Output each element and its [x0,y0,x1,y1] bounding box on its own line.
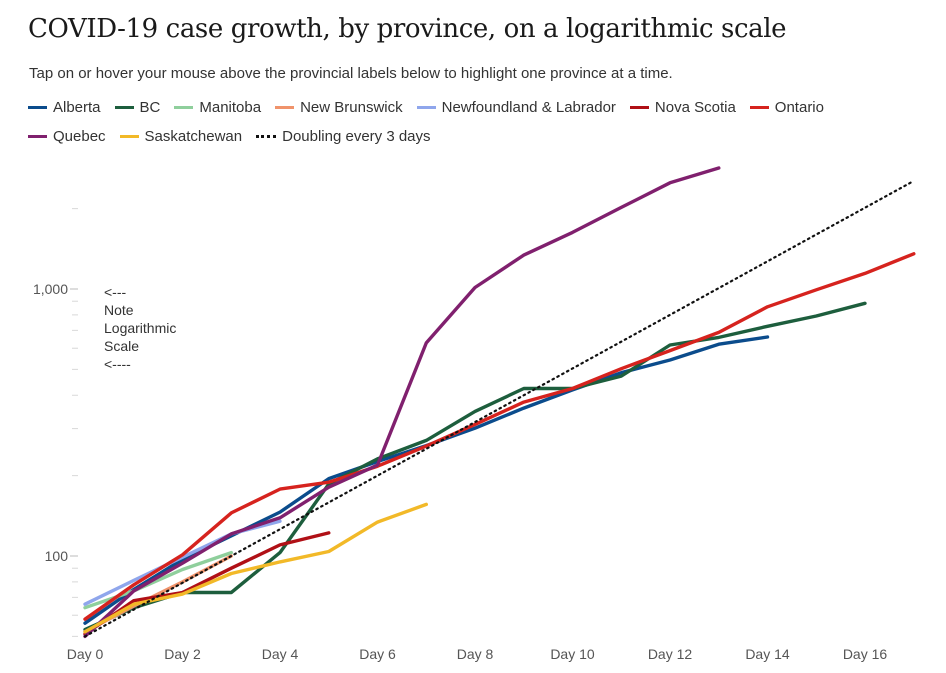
legend-swatch [256,135,277,138]
note-line-logarithmic: Logarithmic [104,320,177,336]
legend-swatch [28,106,47,109]
series-line-ontario [83,252,916,621]
log-scale-note: <--- Note Logarithmic Scale <---- [104,283,176,373]
chart-subtitle: Tap on or hover your mouse above the pro… [29,65,673,82]
x-tick-label: Day 8 [457,646,494,662]
note-arrow-bottom: <---- [104,356,131,372]
series-line-manitoba [83,550,234,610]
legend-label: Nova Scotia [654,99,736,116]
legend-swatch [629,106,649,109]
y-tick-label: 1,000 [33,281,68,297]
legend-label: Newfoundland & Labrador [441,99,616,116]
legend-item-saskatchewan[interactable]: Saskatchewan [119,126,243,147]
legend: Alberta BC Manitoba New Brunswick Newfoundla… [28,97,928,147]
legend-item-quebec[interactable]: Quebec [28,126,106,147]
legend-item-newfoundland-and-labrador[interactable]: Newfoundland & Labrador [416,97,616,118]
note-line-note: Note [104,302,134,318]
legend-item-alberta[interactable]: Alberta [28,97,101,118]
y-tick-label: 100 [45,548,69,564]
x-tick-label: Day 16 [843,646,888,662]
legend-label: Manitoba [199,99,262,116]
series-line-nova-scotia [83,531,331,636]
series-line-quebec [83,166,721,639]
legend-item-nova-scotia[interactable]: Nova Scotia [629,97,736,118]
legend-label: Ontario [774,99,824,116]
legend-swatch [174,106,194,109]
note-line-scale: Scale [104,338,140,354]
x-tick-label: Day 12 [648,646,693,662]
x-tick-label: Day 4 [262,646,299,662]
legend-label: New Brunswick [300,99,403,116]
legend-swatch [28,135,47,138]
x-tick-label: Day 2 [164,646,201,662]
legend-label: Doubling every 3 days [282,128,431,145]
legend-item-doubling-every-3-days[interactable]: Doubling every 3 days [256,126,431,147]
legend-label: BC [139,99,161,116]
series-line-bc [83,301,867,632]
legend-label: Saskatchewan [144,128,243,145]
x-tick-label: Day 10 [550,646,595,662]
series-line-doubling-every-3-days [83,179,915,638]
series-line-saskatchewan [83,502,428,634]
legend-item-bc[interactable]: BC [114,97,161,118]
x-tick-label: Day 0 [67,646,104,662]
legend-item-manitoba[interactable]: Manitoba [174,97,261,118]
legend-swatch [749,106,769,109]
legend-item-new-brunswick[interactable]: New Brunswick [275,97,403,118]
chart-title: COVID-19 case growth, by province, on a … [28,14,787,44]
note-arrow-top: <--- [104,284,127,300]
legend-swatch [114,106,134,109]
legend-swatch [416,106,436,109]
x-tick-label: Day 6 [359,646,396,662]
legend-label: Quebec [53,128,106,145]
legend-swatch [119,135,139,138]
legend-item-ontario[interactable]: Ontario [749,97,824,118]
legend-label: Alberta [53,99,101,116]
legend-swatch [275,106,295,109]
x-tick-label: Day 14 [745,646,790,662]
